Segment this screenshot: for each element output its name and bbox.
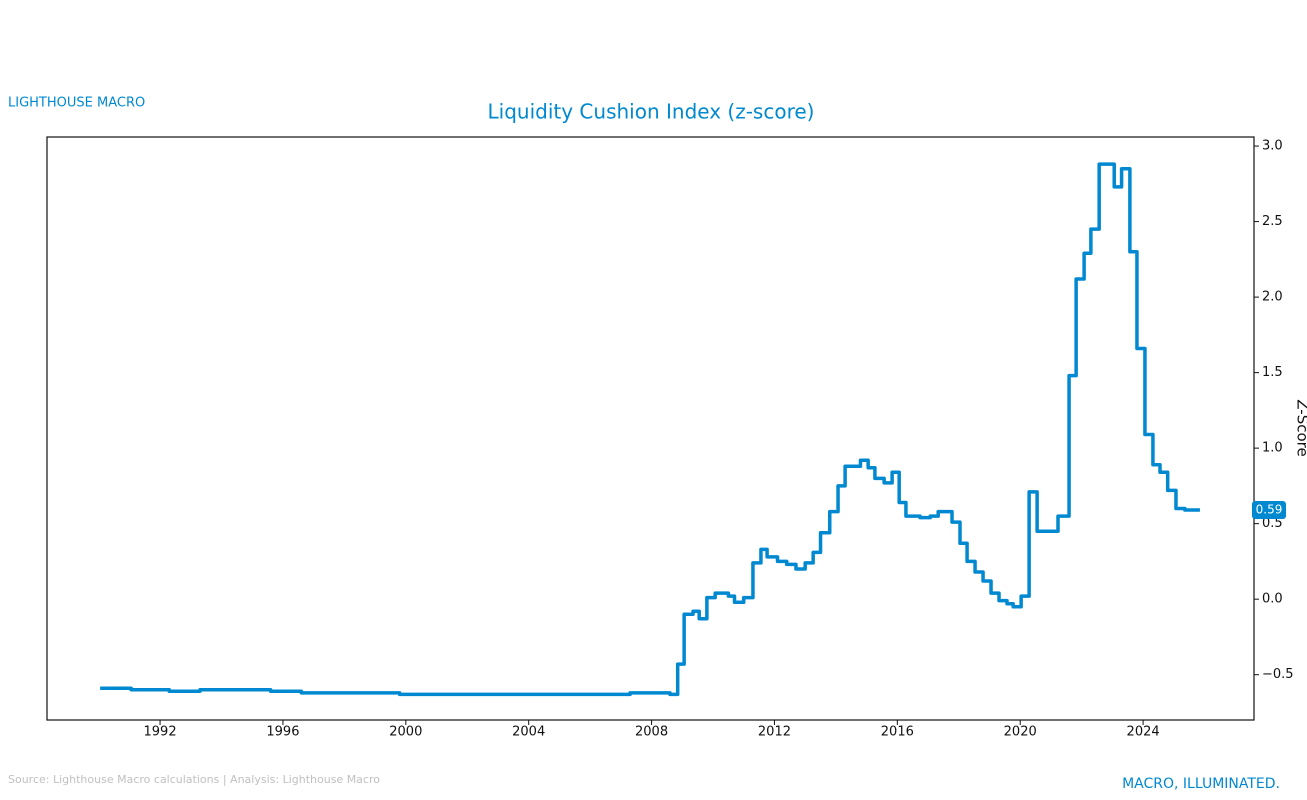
y-tick-label: 2.0 <box>1262 290 1283 305</box>
y-tick-label: 1.5 <box>1262 365 1283 380</box>
y-tick-label: 3.0 <box>1262 139 1283 154</box>
y-tick-label: 0.0 <box>1262 592 1283 607</box>
end-label-box <box>1252 501 1286 520</box>
x-tick-label: 2024 <box>1127 725 1160 740</box>
end-label: 0.59 <box>1256 503 1283 517</box>
plot-frame <box>46 136 1255 721</box>
brand: LIGHTHOUSE MACRO <box>8 96 145 111</box>
series-line <box>100 162 1200 697</box>
x-tick-label: 1992 <box>144 725 177 740</box>
x-tick-label: 2000 <box>389 725 422 740</box>
tagline: MACRO, ILLUMINATED. <box>1122 776 1280 792</box>
y-tick-label: 2.5 <box>1262 214 1283 229</box>
x-tick-label: 2012 <box>758 725 791 740</box>
source-note: Source: Lighthouse Macro calculations | … <box>8 773 380 786</box>
x-tick-label: 1996 <box>266 725 299 740</box>
x-tick-label: 2008 <box>635 725 668 740</box>
x-tick-label: 2004 <box>512 725 545 740</box>
y-tick-label: 1.0 <box>1262 441 1283 456</box>
y-tick-label: 0.5 <box>1262 516 1283 531</box>
x-tick-label: 2020 <box>1004 725 1037 740</box>
chart-title: Liquidity Cushion Index (z-score) <box>488 100 815 124</box>
y-tick-label: −0.5 <box>1262 667 1294 682</box>
x-tick-label: 2016 <box>881 725 914 740</box>
y-axis-label: Z-Score <box>1294 399 1307 456</box>
